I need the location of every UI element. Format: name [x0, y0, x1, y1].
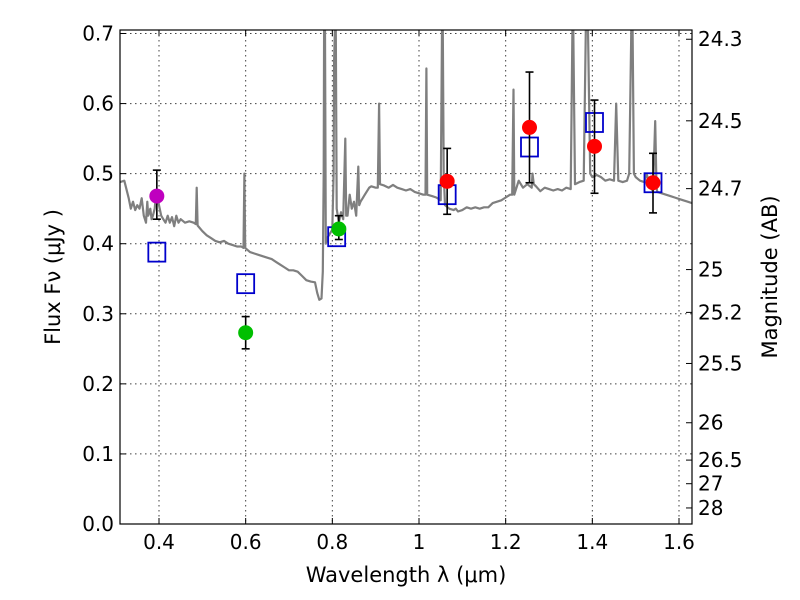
y-tick-label: 0.7 [82, 22, 114, 46]
y-tick-label: 0.0 [82, 512, 114, 536]
y-tick-label: 0.4 [82, 232, 114, 256]
observed-point [522, 119, 537, 135]
x-tick-label: 1.6 [663, 530, 695, 554]
x-tick-label: 0.4 [143, 530, 175, 554]
x-tick-label: 1.4 [576, 530, 608, 554]
axes-ticks: 0.4 0.6 0.8 1 1.2 1.4 1.6 0.0 0.1 0.2 0.3 0.4 0.5 0.6… [82, 22, 742, 554]
mag-tick-label: 27 [698, 472, 723, 496]
y-tick-label: 0.1 [82, 442, 114, 466]
x-tick-label: 1 [413, 530, 426, 554]
spectrum-line [120, 30, 692, 301]
y-tick-label: 0.5 [82, 162, 114, 186]
mag-tick-label: 25.5 [698, 351, 743, 375]
mag-tick-label: 28 [698, 496, 723, 520]
observed-point [587, 138, 602, 154]
mag-tick-label: 24.7 [698, 177, 743, 201]
observed-point [331, 221, 347, 237]
mag-tick-label: 24.5 [698, 109, 743, 133]
y-axis-title: Flux Fν (μJy ) [41, 209, 65, 345]
grid-lines [120, 30, 692, 525]
observed-point [238, 325, 254, 341]
x-axis-title: Wavelength λ (μm) [306, 563, 507, 587]
x-tick-label: 1.2 [490, 530, 522, 554]
mag-tick-label: 26.5 [698, 448, 743, 472]
plot-frame [119, 29, 693, 525]
y2-axis-title: Magnitude (AB) [758, 195, 782, 358]
plot-area [120, 30, 692, 350]
y-tick-label: 0.6 [82, 92, 114, 116]
model-photometry-square [236, 273, 256, 295]
mag-tick-label: 24.3 [698, 27, 743, 51]
mag-tick-label: 25.2 [698, 300, 743, 324]
observed-point [439, 173, 455, 189]
model-photometry-square [147, 241, 167, 263]
x-tick-label: 0.8 [316, 530, 348, 554]
mag-tick-label: 25 [698, 258, 723, 282]
y-tick-label: 0.3 [82, 302, 114, 326]
x-tick-label: 0.6 [230, 530, 262, 554]
mag-tick-label: 26 [698, 411, 723, 435]
observed-point [149, 188, 165, 204]
y-tick-label: 0.2 [82, 372, 114, 396]
observed-point [645, 175, 661, 191]
